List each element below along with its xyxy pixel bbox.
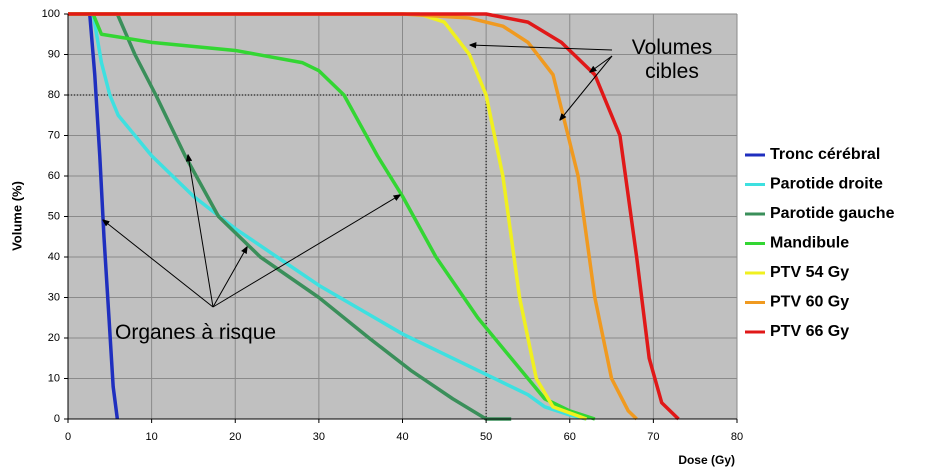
y-tick-label: 10 [48,372,60,384]
legend-label: Tronc cérébral [770,146,880,163]
series-line [68,12,587,421]
x-tick-label: 20 [229,431,241,443]
x-tick-label: 50 [480,431,492,443]
y-tick-label: 0 [54,413,60,425]
legend-label: Mandibule [770,235,849,252]
legend-label: PTV 66 Gy [770,323,849,340]
arrow [212,195,400,308]
y-tick-label: 30 [48,291,60,303]
legend-label: Parotide gauche [770,205,895,222]
y-tick-label: 60 [48,170,60,182]
y-tick-label: 40 [48,251,60,263]
series-line [68,12,680,421]
x-tick-label: 80 [731,431,743,443]
x-tick-label: 0 [65,431,71,443]
series-line [68,12,638,421]
y-tick-label: 70 [48,129,60,141]
arrow [103,220,214,308]
arrow [470,45,613,51]
y-axis-label: Volume (%) [9,181,24,251]
x-tick-label: 10 [146,431,158,443]
y-tick-label: 50 [48,210,60,222]
x-tick-label: 30 [313,431,325,443]
x-tick-label: 40 [396,431,408,443]
x-tick-label: 60 [564,431,576,443]
y-tick-label: 100 [42,8,60,20]
legend-label: PTV 60 Gy [770,294,849,311]
y-tick-label: 20 [48,332,60,344]
lines [68,12,680,421]
series-line [68,12,596,421]
arrows [103,45,613,308]
series-line [68,12,588,421]
annotation: Volumes cibles [631,36,713,83]
x-tick-label: 70 [647,431,659,443]
y-tick-label: 90 [48,48,60,60]
x-axis-label: Dose (Gy) [678,453,735,467]
y-tick-label: 80 [48,89,60,101]
arrow [188,155,214,308]
arrow [212,247,247,308]
arrow [560,55,613,120]
annotation: Organes à risque [115,321,277,344]
legend-label: PTV 54 Gy [770,264,849,281]
series-line [68,12,512,421]
legend-label: Parotide droite [770,176,883,193]
arrow [590,55,613,72]
series-line [68,12,120,420]
